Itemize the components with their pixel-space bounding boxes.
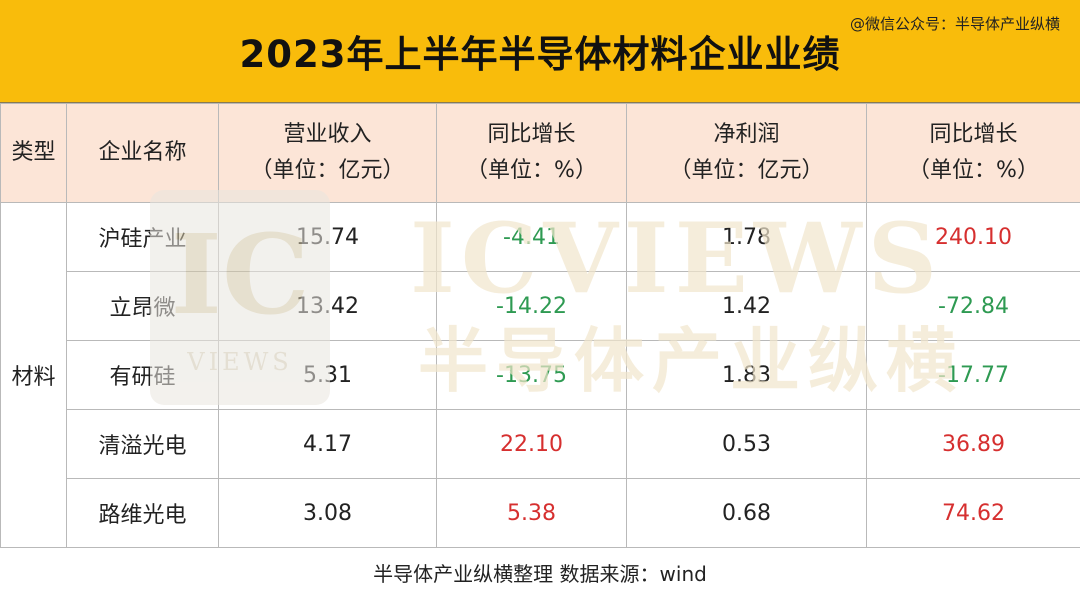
page-title: 2023年上半年半导体材料企业业绩 <box>239 33 841 76</box>
revenue-cell: 3.08 <box>218 478 437 548</box>
performance-table: 类型 企业名称 营业收入 （单位：亿元） 同比增长 （单位：%） 净利润 （单位… <box>0 103 1080 548</box>
profit-cell: 1.78 <box>626 202 867 272</box>
profit-yoy-cell: -17.77 <box>866 340 1080 410</box>
table-row: 立昂微 13.42 -14.22 1.42 -72.84 <box>1 271 1080 341</box>
company-cell: 沪硅产业 <box>66 202 219 272</box>
header-revenue: 营业收入 （单位：亿元） <box>218 103 437 203</box>
revenue-cell: 5.31 <box>218 340 437 410</box>
revenue-cell: 13.42 <box>218 271 437 341</box>
profit-yoy-cell: 74.62 <box>866 478 1080 548</box>
revenue-yoy-cell: 22.10 <box>436 409 627 479</box>
profit-cell: 1.83 <box>626 340 867 410</box>
header-revenue-yoy: 同比增长 （单位：%） <box>436 103 627 203</box>
revenue-cell: 4.17 <box>218 409 437 479</box>
profit-yoy-cell: 240.10 <box>866 202 1080 272</box>
profit-yoy-cell: -72.84 <box>866 271 1080 341</box>
header-profit-yoy: 同比增长 （单位：%） <box>866 103 1080 203</box>
company-cell: 有研硅 <box>66 340 219 410</box>
footer-note: 半导体产业纵横整理 数据来源：wind <box>0 547 1080 596</box>
header-type: 类型 <box>0 103 67 203</box>
table-row: 有研硅 5.31 -13.75 1.83 -17.77 <box>1 340 1080 410</box>
table-row: 材料 沪硅产业 15.74 -4.41 1.78 240.10 <box>0 202 1080 548</box>
revenue-yoy-cell: 5.38 <box>436 478 627 548</box>
profit-cell: 0.68 <box>626 478 867 548</box>
table-row: 清溢光电 4.17 22.10 0.53 36.89 <box>1 409 1080 479</box>
header-revenue-yoy-unit: （单位：%） <box>466 158 597 183</box>
revenue-cell: 15.74 <box>218 202 437 272</box>
source-credit: @微信公众号：半导体产业纵横 <box>849 15 1060 33</box>
revenue-yoy-cell: -4.41 <box>436 202 627 272</box>
header-profit: 净利润 （单位：亿元） <box>626 103 867 203</box>
header-profit-yoy-label: 同比增长 <box>929 122 1018 147</box>
profit-cell: 0.53 <box>626 409 867 479</box>
company-cell: 立昂微 <box>66 271 219 341</box>
header-profit-unit: （单位：亿元） <box>669 158 824 183</box>
title-bar: 2023年上半年半导体材料企业业绩 @微信公众号：半导体产业纵横 <box>0 0 1080 103</box>
company-cell: 路维光电 <box>66 478 219 548</box>
header-revenue-yoy-label: 同比增长 <box>487 122 576 147</box>
header-revenue-label: 营业收入 <box>283 122 372 147</box>
header-company: 企业名称 <box>66 103 219 203</box>
header-row: 类型 企业名称 营业收入 （单位：亿元） 同比增长 （单位：%） 净利润 （单位… <box>0 103 1080 203</box>
category-cell: 材料 <box>0 202 67 548</box>
company-cell: 清溢光电 <box>66 409 219 479</box>
header-profit-label: 净利润 <box>713 122 780 147</box>
revenue-yoy-cell: -14.22 <box>436 271 627 341</box>
header-revenue-unit: （单位：亿元） <box>250 158 405 183</box>
header-profit-yoy-unit: （单位：%） <box>908 158 1039 183</box>
profit-yoy-cell: 36.89 <box>866 409 1080 479</box>
revenue-yoy-cell: -13.75 <box>436 340 627 410</box>
table-row: 路维光电 3.08 5.38 0.68 74.62 <box>1 478 1080 548</box>
profit-cell: 1.42 <box>626 271 867 341</box>
